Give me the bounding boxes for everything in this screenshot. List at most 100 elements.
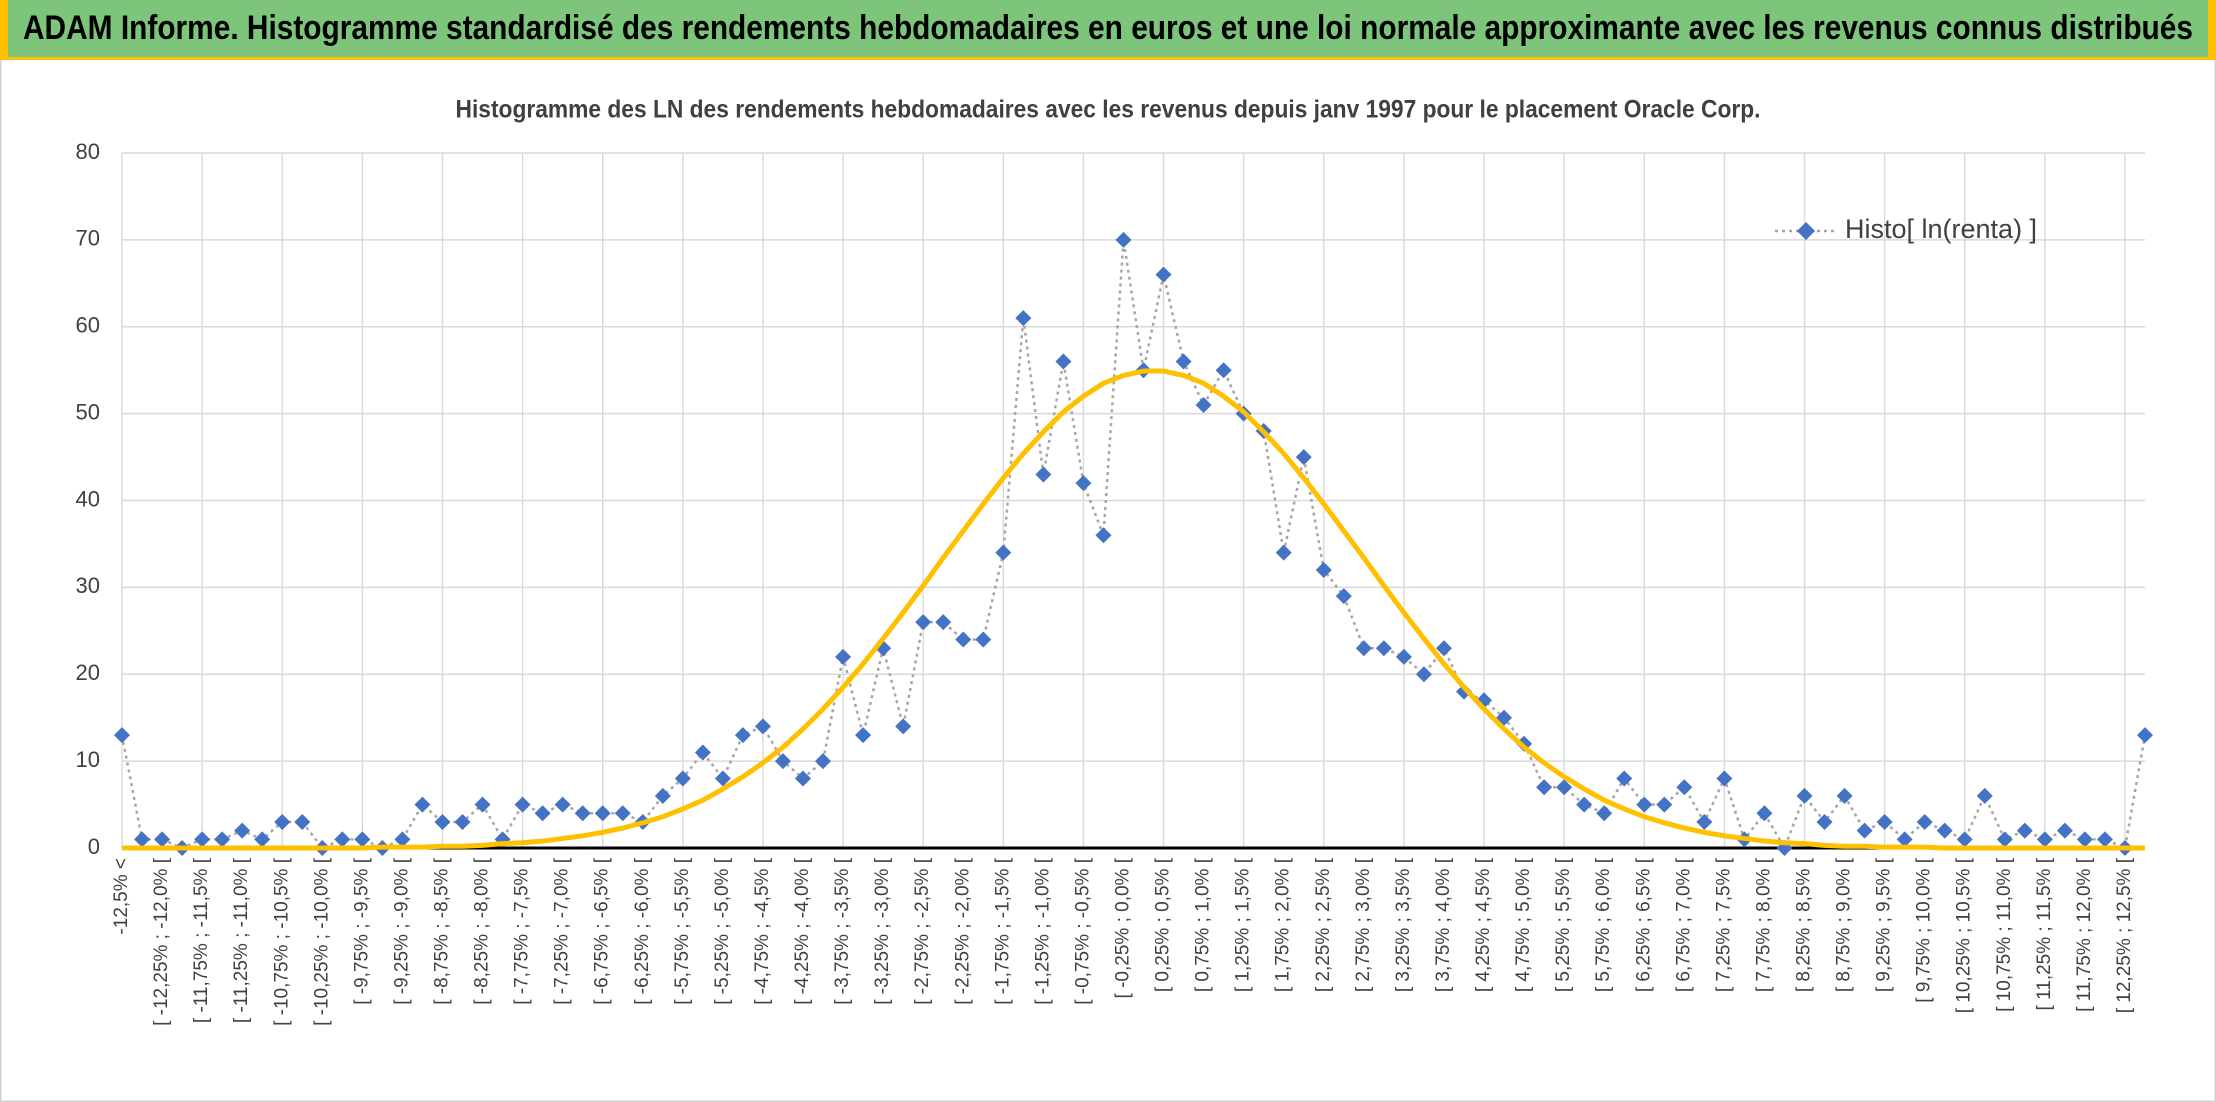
marker [654,787,671,804]
marker [1916,813,1933,830]
x-tick-label: [ 3,25% ; 3,5% [ [1393,857,1414,992]
marker [1976,787,1993,804]
x-tick-label: [ -1,25% ; -1,0% [ [1032,857,1053,1005]
marker [1035,466,1052,483]
marker [2076,831,2093,848]
marker [454,813,471,830]
marker [674,770,691,787]
x-tick-label: [ 6,75% ; 7,0% [ [1673,857,1694,992]
marker [1155,266,1172,283]
marker [1536,779,1553,796]
x-tick-label: [ 10,75% ; 11,0% [ [1994,857,2015,1012]
x-tick-label: [ -8,75% ; -8,5% [ [431,857,452,1005]
y-tick-label: 0 [88,834,100,859]
x-tick-label: [ -4,75% ; -4,5% [ [752,857,773,1005]
marker [1696,813,1713,830]
x-tick-label: [ -0,75% ; -0,5% [ [1072,857,1093,1005]
marker [955,631,972,648]
x-tick-label: [ -9,75% ; -9,5% [ [351,857,372,1005]
marker [414,796,431,813]
x-tick-label: [ 11,75% ; 12,0% [ [2074,857,2095,1012]
marker [935,614,952,631]
marker [1876,813,1893,830]
x-tick-label: [ 6,25% ; 6,5% [ [1633,857,1654,992]
marker [1836,787,1853,804]
marker [1716,770,1733,787]
marker [194,831,211,848]
y-tick-label: 20 [76,660,100,685]
marker [1355,640,1372,657]
x-tick-label: [ -6,75% ; -6,5% [ [592,857,613,1005]
marker [294,813,311,830]
x-tick-label: [ 4,75% ; 5,0% [ [1513,857,1534,992]
marker [1596,805,1613,822]
marker [114,727,130,744]
x-tick-label: [ -6,25% ; -6,0% [ [632,857,653,1005]
marker [1335,588,1352,605]
marker [154,831,171,848]
marker [394,831,411,848]
marker [895,718,912,735]
x-tick-label: [ -8,25% ; -8,0% [ [472,857,493,1005]
marker [1676,779,1693,796]
x-tick-label: [ -2,25% ; -2,0% [ [952,857,973,1005]
marker [2137,727,2153,744]
marker [915,614,932,631]
x-tick-label: [ 1,75% ; 2,0% [ [1273,857,1294,992]
x-tick-label: [ 0,25% ; 0,5% [ [1153,857,1174,992]
x-tick-label: [ 12,25% ; 12,5% [ [2114,857,2135,1013]
marker [1395,648,1412,665]
x-tick-label: [ -10,25% ; -10,0% [ [311,857,332,1026]
marker [1015,310,1032,327]
x-tick-label: [ 4,25% ; 4,5% [ [1473,857,1494,992]
x-tick-label: [ -3,75% ; -3,5% [ [832,857,853,1005]
x-tick-label: [ 10,25% ; 10,5% [ [1954,857,1975,1013]
marker [1956,831,1973,848]
marker [1075,475,1092,492]
marker [334,831,351,848]
series-line [122,368,2145,851]
marker [1796,787,1813,804]
marker [1996,831,2013,848]
x-tick-label: [ -7,25% ; -7,0% [ [552,857,573,1005]
marker [1415,666,1432,683]
marker [1435,640,1452,657]
y-tick-label: 80 [76,139,100,164]
marker [514,796,531,813]
marker [1656,796,1673,813]
x-tick-label: [ -11,25% ; -11,0% [ [231,857,252,1023]
x-tick-label: [ 9,75% ; 10,0% [ [1914,857,1935,1002]
marker [354,831,371,848]
marker [1195,396,1212,413]
marker [1055,353,1072,370]
marker [1576,796,1593,813]
legend-marker [1797,222,1815,240]
y-tick-label: 30 [76,573,100,598]
marker [554,796,571,813]
marker [995,544,1012,561]
marker [614,805,631,822]
x-tick-label: [ 9,25% ; 9,5% [ [1874,857,1895,992]
x-tick-label: [ -2,75% ; -2,5% [ [912,857,933,1005]
marker [1856,822,1873,839]
x-tick-label: [ 2,25% ; 2,5% [ [1313,857,1334,992]
header-bar [8,0,2208,57]
y-tick-label: 60 [76,313,100,338]
x-tick-label: [ 0,75% ; 1,0% [ [1193,857,1214,992]
marker [434,813,451,830]
marker [1756,805,1773,822]
x-tick-label: [ -7,75% ; -7,5% [ [512,857,533,1005]
marker [2016,822,2033,839]
marker [714,770,731,787]
y-tick-label: 40 [76,486,100,511]
x-tick-label: [ 5,75% ; 6,0% [ [1593,857,1614,992]
marker [1275,544,1292,561]
x-tick-label: [ 7,25% ; 7,5% [ [1713,857,1734,992]
x-tick-label: [ -0,25% ; 0,0% [ [1113,857,1134,998]
x-tick-label: [ -1,75% ; -1,5% [ [992,857,1013,1005]
marker [534,805,551,822]
x-tick-label: [ 5,25% ; 5,5% [ [1553,857,1574,992]
x-tick-label: [ 8,25% ; 8,5% [ [1794,857,1815,992]
marker [234,822,251,839]
marker [975,631,992,648]
